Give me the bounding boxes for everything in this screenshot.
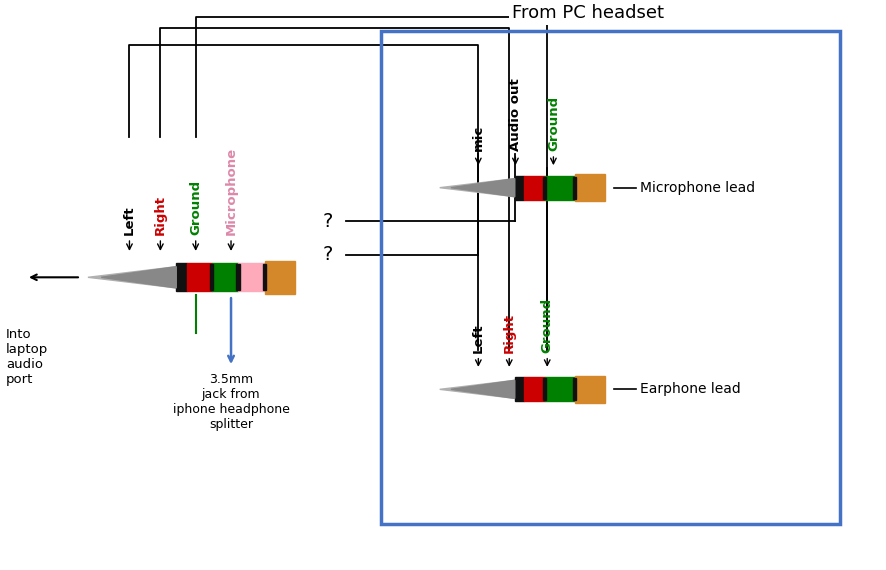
Bar — [212, 263, 238, 291]
Text: Earphone lead: Earphone lead — [641, 382, 741, 396]
Bar — [176, 263, 187, 291]
Bar — [265, 261, 295, 294]
Text: Audio out: Audio out — [509, 79, 522, 151]
Polygon shape — [88, 267, 176, 288]
Bar — [515, 176, 524, 200]
Polygon shape — [101, 267, 176, 288]
Polygon shape — [451, 380, 515, 398]
Text: Into
laptop
audio
port: Into laptop audio port — [6, 328, 48, 386]
Text: Left: Left — [472, 323, 485, 353]
Bar — [575, 376, 605, 403]
Text: Microphone lead: Microphone lead — [641, 181, 756, 195]
Bar — [187, 263, 212, 291]
Bar — [515, 377, 524, 401]
Text: Left: Left — [123, 206, 136, 235]
Bar — [524, 377, 545, 401]
Text: Right: Right — [154, 196, 167, 235]
Bar — [543, 177, 547, 198]
Bar — [545, 176, 575, 200]
Text: Ground: Ground — [540, 298, 554, 353]
Bar — [238, 263, 265, 291]
Text: ?: ? — [323, 246, 332, 264]
Text: Microphone: Microphone — [224, 147, 237, 235]
Text: Right: Right — [502, 313, 516, 353]
Text: ?: ? — [323, 212, 332, 231]
Polygon shape — [439, 178, 515, 197]
Polygon shape — [451, 178, 515, 197]
Text: Ground: Ground — [190, 180, 202, 235]
Text: mic: mic — [472, 125, 485, 151]
Bar — [263, 264, 267, 290]
Bar — [524, 176, 545, 200]
Text: Ground: Ground — [547, 96, 560, 151]
Bar — [575, 174, 605, 201]
Bar — [237, 264, 240, 290]
Bar — [543, 378, 547, 400]
Text: 3.5mm
jack from
iphone headphone
splitter: 3.5mm jack from iphone headphone splitte… — [173, 373, 290, 430]
Polygon shape — [439, 380, 515, 398]
Bar — [545, 377, 575, 401]
Bar — [210, 264, 214, 290]
Bar — [573, 378, 577, 400]
Bar — [573, 177, 577, 198]
Bar — [381, 31, 841, 524]
Text: From PC headset: From PC headset — [512, 5, 664, 22]
